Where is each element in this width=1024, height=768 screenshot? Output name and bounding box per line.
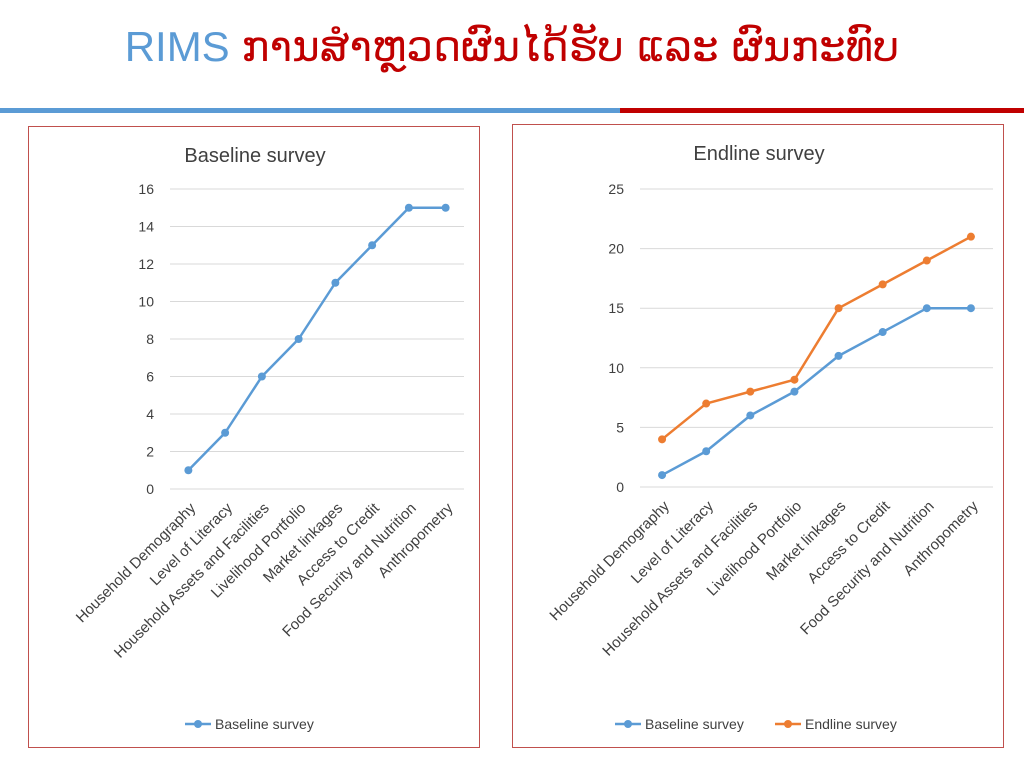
data-point [441,203,450,212]
y-tick-label: 12 [138,256,154,272]
y-tick-label: 0 [616,479,624,495]
data-point [294,335,303,343]
data-point [834,304,843,313]
data-point [184,466,193,475]
slide-title-latin: RIMS [124,23,230,70]
x-category-label: Market linkages [763,498,849,584]
data-point [878,280,887,289]
data-point [922,256,931,265]
series-line [661,235,972,441]
legend-label: Endline survey [805,716,897,732]
data-point [790,375,799,384]
data-point [922,304,931,313]
data-point [966,232,975,241]
slide-title: RIMS ການສຳຫຼວດຜົນໄດ້ຮັບ ແລະ ຜົນກະທົບ [0,22,1024,72]
y-tick-label: 16 [138,181,154,197]
chart-title: Baseline survey [184,145,325,167]
title-rule-blue [0,108,620,113]
data-point [702,447,711,456]
endline-chart-frame: Endline survey 0 5 10 15 20 25 Household Demogr… [512,124,1004,748]
y-tick-label: 10 [138,294,154,310]
y-tick-label: 10 [608,360,624,376]
y-tick-label: 15 [608,300,624,316]
data-point [878,328,887,337]
data-point [702,399,711,408]
y-tick-label: 8 [146,331,154,347]
baseline-chart-frame: Baseline survey 0 2 4 6 8 10 12 14 16 Household De… [28,126,480,748]
slide-title-lao: ການສຳຫຼວດຜົນໄດ້ຮັບ ແລະ ຜົນກະທົບ [241,22,900,71]
y-tick-label: 6 [146,369,154,385]
data-point [331,278,340,287]
legend-swatch-marker [194,720,202,728]
legend-swatch-marker [624,720,632,728]
data-point [834,351,843,360]
data-point [658,435,667,444]
y-tick-label: 4 [146,406,154,422]
series-line [187,206,446,472]
y-tick-label: 5 [616,419,624,435]
data-point [257,372,266,381]
data-point [966,304,975,313]
data-point [746,387,755,396]
series-line [661,306,971,477]
data-point [368,241,377,250]
data-point [658,471,667,480]
legend-label: Baseline survey [645,716,744,732]
data-point [746,411,755,420]
y-tick-label: 0 [146,481,154,497]
y-tick-label: 20 [608,241,624,257]
y-tick-label: 25 [608,181,624,197]
title-rule-red [620,108,1024,113]
legend-swatch-marker [784,720,792,728]
y-tick-label: 14 [138,219,154,235]
chart-title: Endline survey [693,143,824,165]
legend-label: Baseline survey [215,716,314,732]
data-point [404,203,413,212]
x-category-label: Household Assets and Facilities [111,500,273,662]
data-point [790,387,799,396]
y-tick-label: 2 [146,444,154,460]
data-point [221,428,230,437]
